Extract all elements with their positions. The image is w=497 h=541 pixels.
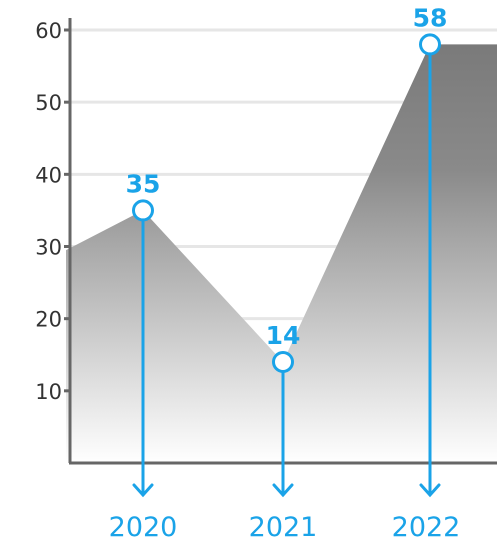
y-tick-label: 40 <box>35 163 62 187</box>
data-label: 14 <box>266 321 301 350</box>
data-point-marker <box>132 199 154 222</box>
y-axis-ticks: 10 20 30 40 50 60 <box>35 19 62 404</box>
data-label: 58 <box>413 3 448 32</box>
data-labels: 35 14 58 <box>126 3 448 350</box>
down-arrow-icon <box>419 483 441 498</box>
x-category-label: 2021 <box>249 512 318 541</box>
area-series <box>66 44 497 463</box>
x-category-label: 2020 <box>109 512 178 541</box>
y-tick-label: 60 <box>35 19 62 43</box>
y-tick-label: 20 <box>35 308 62 332</box>
down-arrow-icon <box>132 483 154 498</box>
down-arrow-icon <box>272 483 294 498</box>
x-category-label: 2022 <box>392 512 461 541</box>
data-point-marker <box>419 33 441 56</box>
y-tick-label: 10 <box>35 380 62 404</box>
x-axis-labels: 2020 2021 2022 <box>109 512 461 541</box>
data-markers <box>132 33 441 498</box>
data-point-marker <box>272 350 294 373</box>
data-label: 35 <box>126 169 161 198</box>
y-tick-label: 50 <box>35 91 62 115</box>
y-tick-label: 30 <box>35 236 62 260</box>
